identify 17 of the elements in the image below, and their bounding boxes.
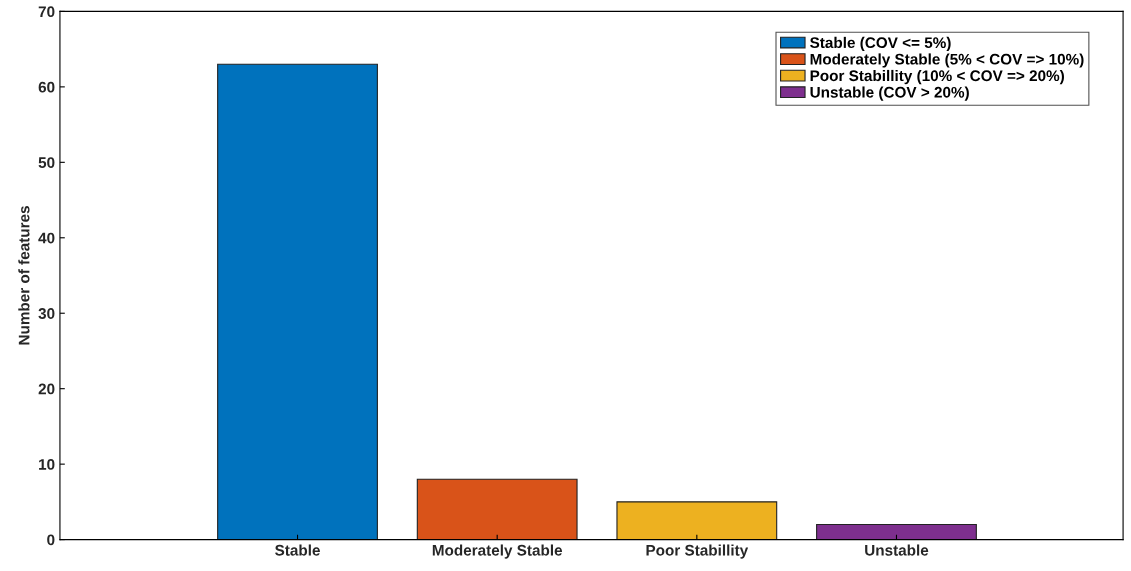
y-tick-label: 0 [47,534,55,546]
y-tick-label: 30 [38,308,55,319]
y-tick-label: 40 [38,232,55,244]
x-tick-label: Stable [275,544,320,556]
x-tick-label: Poor Stabillity [646,544,749,559]
legend-label: Stable (COV <= 5%) [810,36,951,52]
x-tick-label: Moderately Stable [432,544,563,559]
y-axis-title: Number of features [18,206,30,345]
legend-label: Moderately Stable (5% < COV => 10%) [810,53,1084,68]
legend-label: Unstable (COV > 20%) [810,86,969,101]
y-tick-label: 50 [38,157,55,169]
y-tick-label: 10 [39,459,55,470]
y-tick-label: 60 [38,81,55,93]
y-tick-label: 70 [38,6,55,18]
legend-label: Poor Stabillity (10% < COV => 20%) [810,69,1064,85]
x-tick-label: Unstable [865,544,929,556]
y-tick-label: 20 [38,383,55,395]
